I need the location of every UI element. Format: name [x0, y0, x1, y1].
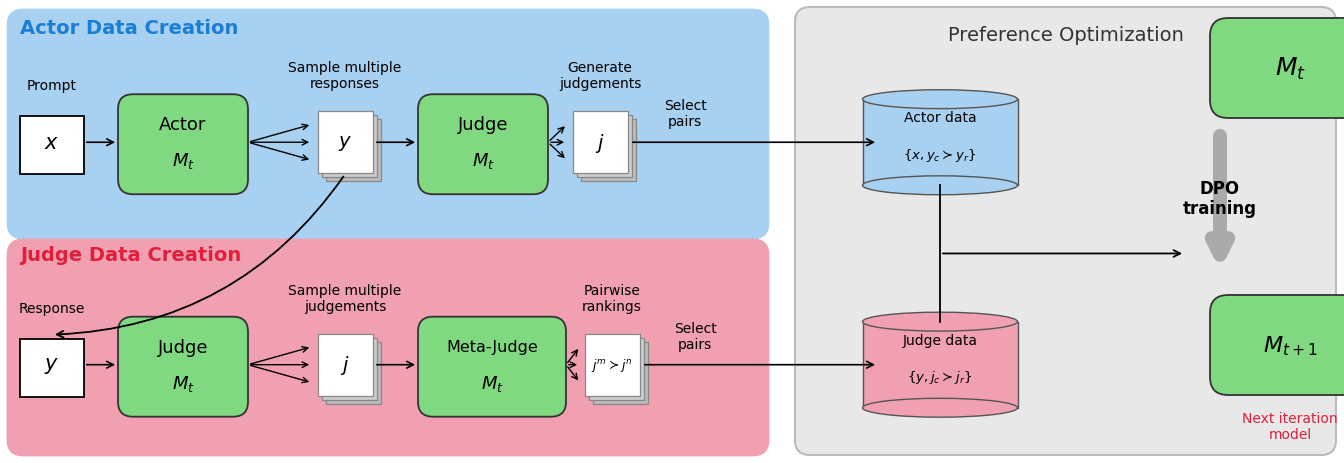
Bar: [577, 116, 632, 178]
Text: DPO
training: DPO training: [1183, 179, 1257, 218]
Text: responses: responses: [310, 77, 380, 91]
Text: $M_t$: $M_t$: [172, 151, 195, 171]
Bar: [20, 339, 85, 397]
Bar: [863, 100, 1017, 186]
Text: Preference Optimization: Preference Optimization: [948, 26, 1184, 45]
Text: $x$: $x$: [44, 133, 59, 153]
Text: $M_t$: $M_t$: [472, 151, 495, 171]
FancyBboxPatch shape: [1210, 19, 1344, 119]
Bar: [589, 338, 644, 400]
Text: Judge data: Judge data: [903, 333, 977, 347]
FancyBboxPatch shape: [1210, 295, 1344, 395]
Text: Generate: Generate: [567, 61, 633, 75]
Text: $M_{t+1}$: $M_{t+1}$: [1262, 333, 1317, 357]
Text: Select: Select: [664, 99, 707, 113]
Text: Judge Data Creation: Judge Data Creation: [20, 245, 242, 264]
Text: pairs: pairs: [668, 115, 702, 129]
FancyBboxPatch shape: [118, 317, 249, 417]
Ellipse shape: [863, 313, 1017, 332]
Text: Response: Response: [19, 301, 85, 315]
Bar: [317, 334, 372, 396]
Bar: [581, 120, 636, 182]
Ellipse shape: [863, 176, 1017, 195]
Bar: [573, 112, 628, 174]
Text: $y$: $y$: [44, 355, 59, 375]
Text: judgements: judgements: [559, 77, 641, 91]
Text: $\{x, y_c \succ y_r\}$: $\{x, y_c \succ y_r\}$: [903, 146, 977, 163]
Text: $M_t$: $M_t$: [481, 373, 504, 393]
Bar: [585, 334, 640, 396]
Text: $j^m \succ j^n$: $j^m \succ j^n$: [591, 357, 633, 373]
Text: Judge: Judge: [157, 338, 208, 356]
Text: Pairwise: Pairwise: [583, 283, 641, 297]
Ellipse shape: [863, 399, 1017, 417]
Bar: [863, 322, 1017, 408]
Bar: [325, 342, 380, 404]
FancyBboxPatch shape: [796, 8, 1336, 455]
Text: $j$: $j$: [340, 353, 349, 376]
Bar: [321, 116, 376, 178]
Text: Sample multiple: Sample multiple: [289, 61, 402, 75]
FancyBboxPatch shape: [8, 11, 767, 238]
Text: $y$: $y$: [337, 133, 352, 152]
Ellipse shape: [863, 91, 1017, 109]
Text: rankings: rankings: [582, 299, 642, 313]
Text: $\{y, j_c \succ j_r\}$: $\{y, j_c \succ j_r\}$: [907, 369, 973, 385]
FancyBboxPatch shape: [418, 317, 566, 417]
FancyBboxPatch shape: [118, 95, 249, 195]
Text: Judge: Judge: [458, 116, 508, 134]
Text: pairs: pairs: [677, 337, 712, 351]
Text: $j$: $j$: [595, 131, 605, 154]
Text: model: model: [1269, 427, 1312, 441]
Bar: [317, 112, 372, 174]
Bar: [20, 117, 85, 175]
Bar: [325, 120, 380, 182]
FancyBboxPatch shape: [8, 240, 767, 455]
Text: $M_t$: $M_t$: [172, 373, 195, 393]
Text: Prompt: Prompt: [27, 79, 77, 93]
Text: Actor Data Creation: Actor Data Creation: [20, 19, 238, 38]
Bar: [321, 338, 376, 400]
Text: Sample multiple: Sample multiple: [289, 283, 402, 297]
Text: Next iteration: Next iteration: [1242, 411, 1337, 425]
Text: Meta-Judge: Meta-Judge: [446, 339, 538, 355]
Text: judgements: judgements: [304, 299, 386, 313]
FancyBboxPatch shape: [418, 95, 548, 195]
Text: Actor: Actor: [160, 116, 207, 134]
Text: $M_t$: $M_t$: [1274, 56, 1305, 82]
Bar: [593, 342, 648, 404]
Text: Actor data: Actor data: [903, 111, 976, 125]
Text: Select: Select: [673, 321, 716, 335]
